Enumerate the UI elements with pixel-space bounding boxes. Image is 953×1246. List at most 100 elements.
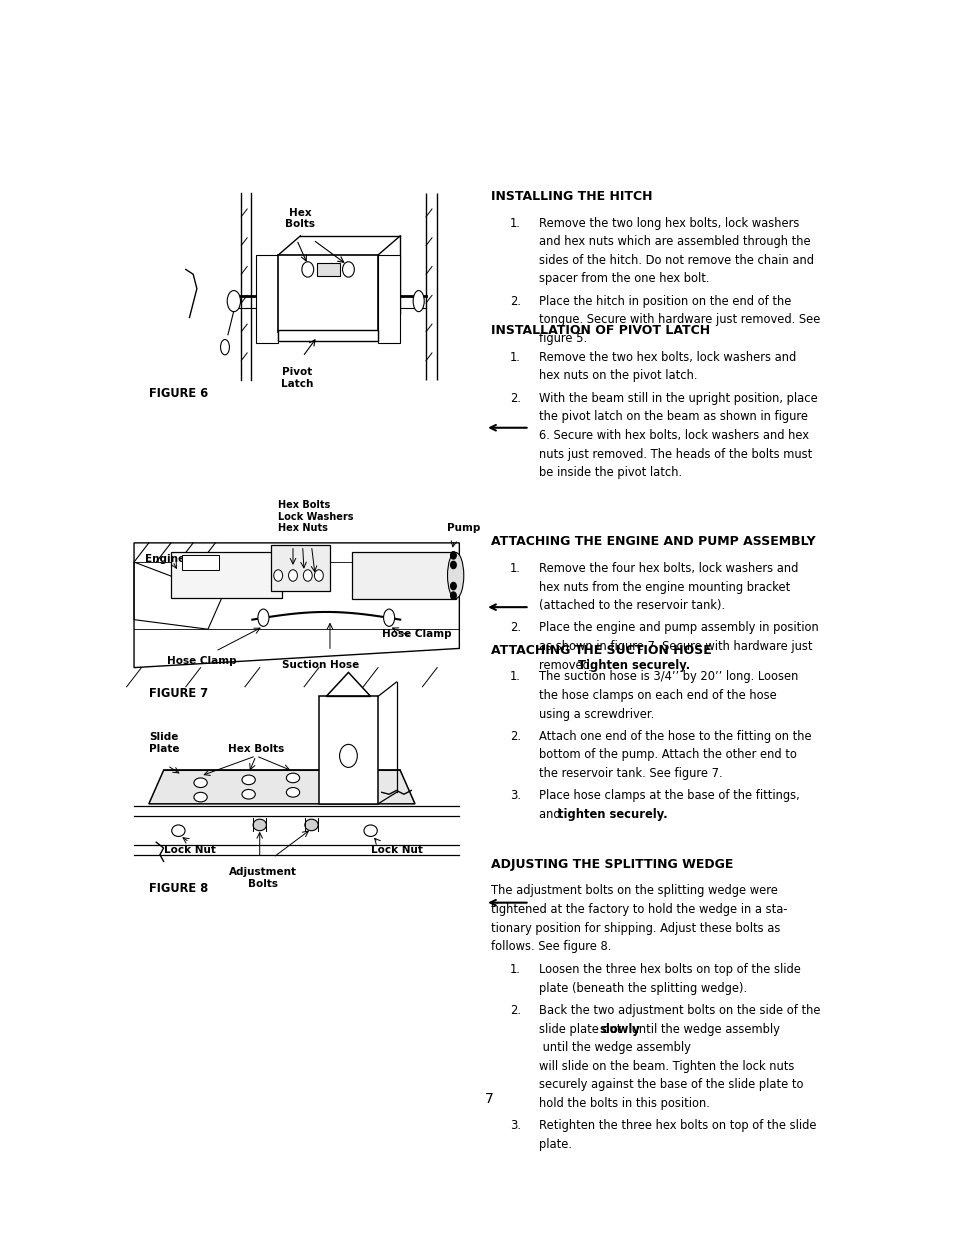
- Text: Remove the two long hex bolts, lock washers: Remove the two long hex bolts, lock wash…: [538, 217, 799, 229]
- Text: nuts just removed. The heads of the bolts must: nuts just removed. The heads of the bolt…: [538, 447, 812, 461]
- Circle shape: [314, 569, 323, 581]
- Text: FIGURE 7: FIGURE 7: [149, 687, 208, 700]
- Text: using a screwdriver.: using a screwdriver.: [538, 708, 654, 720]
- Text: and: and: [538, 807, 564, 821]
- Text: slide plate out: slide plate out: [538, 1023, 624, 1035]
- FancyBboxPatch shape: [171, 552, 282, 598]
- Text: Slide
Plate: Slide Plate: [149, 733, 179, 754]
- Ellipse shape: [172, 825, 185, 836]
- Text: With the beam still in the upright position, place: With the beam still in the upright posit…: [538, 391, 817, 405]
- Text: Lock Nut: Lock Nut: [164, 845, 215, 855]
- FancyBboxPatch shape: [278, 330, 377, 341]
- Text: 2.: 2.: [509, 294, 520, 308]
- Text: 7: 7: [484, 1091, 493, 1105]
- FancyBboxPatch shape: [278, 255, 377, 331]
- Text: Tighten securely.: Tighten securely.: [578, 659, 689, 672]
- Text: Lock Nut: Lock Nut: [370, 845, 422, 855]
- Text: FIGURE 8: FIGURE 8: [149, 882, 208, 895]
- Text: Adjustment
Bolts: Adjustment Bolts: [229, 867, 297, 888]
- Text: The suction hose is 3/4’’ by 20’’ long. Loosen: The suction hose is 3/4’’ by 20’’ long. …: [538, 670, 798, 683]
- Text: plate.: plate.: [538, 1138, 572, 1151]
- Text: 1.: 1.: [509, 217, 520, 229]
- FancyBboxPatch shape: [377, 255, 400, 344]
- Ellipse shape: [383, 609, 395, 627]
- Text: sides of the hitch. Do not remove the chain and: sides of the hitch. Do not remove the ch…: [538, 254, 813, 267]
- Text: Pump: Pump: [446, 523, 479, 533]
- Ellipse shape: [242, 775, 255, 785]
- Text: the hose clamps on each end of the hose: the hose clamps on each end of the hose: [538, 689, 776, 701]
- Text: 2.: 2.: [509, 391, 520, 405]
- Text: and hex nuts which are assembled through the: and hex nuts which are assembled through…: [538, 235, 810, 248]
- Text: Retighten the three hex bolts on top of the slide: Retighten the three hex bolts on top of …: [538, 1119, 816, 1133]
- FancyBboxPatch shape: [317, 263, 339, 277]
- Text: Suction Hose: Suction Hose: [282, 660, 358, 670]
- Text: Remove the two hex bolts, lock washers and: Remove the two hex bolts, lock washers a…: [538, 351, 796, 364]
- Text: Hose Clamp: Hose Clamp: [381, 629, 451, 639]
- Text: Pivot
Latch: Pivot Latch: [280, 368, 313, 389]
- Circle shape: [342, 262, 354, 277]
- Ellipse shape: [286, 773, 299, 782]
- Circle shape: [274, 569, 282, 581]
- Text: will slide on the beam. Tighten the lock nuts: will slide on the beam. Tighten the lock…: [538, 1060, 794, 1073]
- Text: be inside the pivot latch.: be inside the pivot latch.: [538, 466, 681, 480]
- Text: Remove the four hex bolts, lock washers and: Remove the four hex bolts, lock washers …: [538, 562, 798, 574]
- Ellipse shape: [253, 819, 266, 831]
- Ellipse shape: [242, 790, 255, 799]
- Text: figure 5.: figure 5.: [538, 331, 587, 345]
- Text: Engine: Engine: [145, 554, 185, 564]
- FancyBboxPatch shape: [352, 552, 456, 598]
- Text: 1.: 1.: [509, 562, 520, 574]
- Text: tongue. Secure with hardware just removed. See: tongue. Secure with hardware just remove…: [538, 313, 820, 326]
- Ellipse shape: [193, 792, 207, 802]
- Text: Place hose clamps at the base of the fittings,: Place hose clamps at the base of the fit…: [538, 790, 800, 802]
- FancyBboxPatch shape: [255, 255, 278, 344]
- Ellipse shape: [447, 552, 463, 598]
- Text: as shown in figure 7. Secure with hardware just: as shown in figure 7. Secure with hardwa…: [538, 640, 812, 653]
- Circle shape: [303, 569, 312, 581]
- Text: tightened at the factory to hold the wedge in a sta-: tightened at the factory to hold the wed…: [491, 903, 787, 916]
- Text: tionary position for shipping. Adjust these bolts as: tionary position for shipping. Adjust th…: [491, 922, 780, 934]
- Circle shape: [301, 262, 314, 277]
- Ellipse shape: [220, 339, 229, 355]
- Text: until the wedge assembly: until the wedge assembly: [627, 1023, 779, 1035]
- Text: ADJUSTING THE SPLITTING WEDGE: ADJUSTING THE SPLITTING WEDGE: [491, 857, 733, 871]
- Circle shape: [288, 569, 297, 581]
- Ellipse shape: [305, 819, 317, 831]
- Text: FIGURE 6: FIGURE 6: [149, 388, 208, 400]
- Text: securely against the base of the slide plate to: securely against the base of the slide p…: [538, 1078, 802, 1091]
- Text: (attached to the reservoir tank).: (attached to the reservoir tank).: [538, 599, 724, 612]
- Text: Hose Clamp: Hose Clamp: [167, 657, 236, 667]
- Text: ATTACHING THE SUCTION HOSE: ATTACHING THE SUCTION HOSE: [491, 644, 711, 657]
- FancyBboxPatch shape: [271, 545, 330, 591]
- Text: INSTALLATION OF PIVOT LATCH: INSTALLATION OF PIVOT LATCH: [491, 324, 710, 338]
- Ellipse shape: [364, 825, 376, 836]
- Text: Hex Bolts: Hex Bolts: [228, 744, 284, 754]
- Text: Attach one end of the hose to the fitting on the: Attach one end of the hose to the fittin…: [538, 730, 811, 743]
- Text: Loosen the three hex bolts on top of the slide: Loosen the three hex bolts on top of the…: [538, 963, 801, 976]
- Text: 3.: 3.: [509, 790, 520, 802]
- Text: 2.: 2.: [509, 1004, 520, 1017]
- Ellipse shape: [286, 787, 299, 797]
- Ellipse shape: [227, 290, 240, 312]
- Text: Hex Bolts
Lock Washers
Hex Nuts: Hex Bolts Lock Washers Hex Nuts: [278, 500, 354, 533]
- Text: 2.: 2.: [509, 622, 520, 634]
- Circle shape: [339, 744, 357, 768]
- Text: hex nuts on the pivot latch.: hex nuts on the pivot latch.: [538, 370, 697, 383]
- Text: 1.: 1.: [509, 351, 520, 364]
- Ellipse shape: [193, 778, 207, 787]
- Text: plate (beneath the splitting wedge).: plate (beneath the splitting wedge).: [538, 982, 746, 994]
- Text: until the wedge assembly: until the wedge assembly: [538, 1042, 690, 1054]
- FancyBboxPatch shape: [182, 556, 219, 569]
- Polygon shape: [149, 770, 415, 804]
- Text: follows. See figure 8.: follows. See figure 8.: [491, 939, 611, 953]
- Text: Back the two adjustment bolts on the side of the: Back the two adjustment bolts on the sid…: [538, 1004, 820, 1017]
- Text: the reservoir tank. See figure 7.: the reservoir tank. See figure 7.: [538, 768, 722, 780]
- Text: The adjustment bolts on the splitting wedge were: The adjustment bolts on the splitting we…: [491, 885, 778, 897]
- Text: 6. Secure with hex bolts, lock washers and hex: 6. Secure with hex bolts, lock washers a…: [538, 429, 808, 442]
- Circle shape: [450, 561, 456, 568]
- Text: hold the bolts in this position.: hold the bolts in this position.: [538, 1096, 709, 1110]
- Text: slowly: slowly: [599, 1023, 640, 1035]
- Text: Place the engine and pump assembly in position: Place the engine and pump assembly in po…: [538, 622, 818, 634]
- Text: the pivot latch on the beam as shown in figure: the pivot latch on the beam as shown in …: [538, 410, 807, 424]
- Ellipse shape: [257, 609, 269, 627]
